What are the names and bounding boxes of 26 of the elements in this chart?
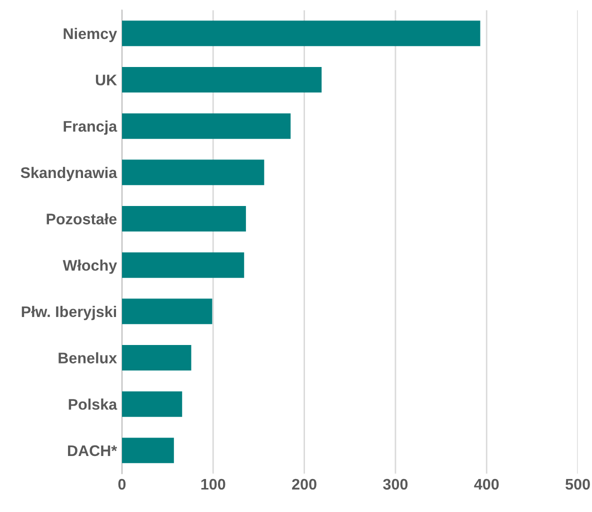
bar (122, 298, 212, 324)
bar (122, 391, 182, 417)
y-tick-label: DACH* (68, 445, 118, 456)
x-tick-label: 500 (566, 478, 590, 490)
x-tick-label: 400 (474, 478, 499, 490)
bar (122, 252, 244, 278)
x-tick-label: 300 (383, 478, 408, 490)
y-tick-label: Benelux (58, 352, 117, 364)
y-tick-label: Niemcy (64, 28, 118, 42)
bar (122, 113, 291, 139)
y-tick-label: Skandynawia (20, 166, 118, 182)
y-tick-label: Włochy (62, 260, 118, 274)
bar (122, 160, 264, 186)
x-tick-label: 0 (118, 478, 126, 490)
bar (122, 20, 480, 46)
y-tick-label: Pozostałe (46, 213, 117, 224)
bar (122, 206, 246, 232)
y-tick-label: Polska (68, 398, 118, 410)
x-tick-label: 200 (292, 478, 316, 490)
y-tick-label: Francja (64, 120, 118, 135)
x-tick-label: 100 (201, 478, 226, 490)
bar (122, 67, 322, 92)
y-tick-label: Płw. Iberyjski (22, 306, 116, 320)
y-tick-label: UK (96, 74, 117, 86)
bar (122, 345, 192, 370)
bar (122, 438, 174, 464)
